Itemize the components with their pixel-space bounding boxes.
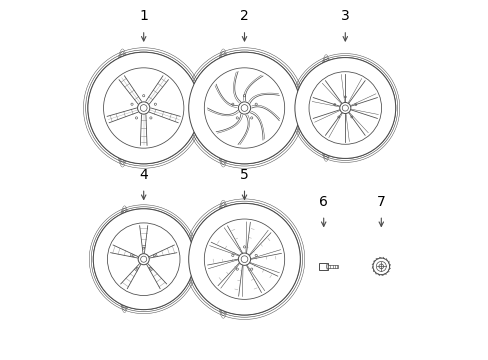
Text: 2: 2 bbox=[240, 9, 248, 23]
Circle shape bbox=[188, 203, 300, 315]
Circle shape bbox=[88, 52, 199, 164]
Text: 4: 4 bbox=[139, 168, 148, 182]
Text: 1: 1 bbox=[139, 9, 148, 23]
Circle shape bbox=[339, 103, 350, 113]
Circle shape bbox=[372, 258, 389, 275]
Circle shape bbox=[137, 102, 149, 114]
Bar bbox=[326, 265, 337, 267]
Circle shape bbox=[204, 219, 284, 300]
Text: 7: 7 bbox=[376, 195, 385, 209]
Circle shape bbox=[204, 68, 284, 148]
Circle shape bbox=[294, 58, 395, 158]
Circle shape bbox=[93, 209, 194, 310]
Circle shape bbox=[188, 52, 300, 164]
Ellipse shape bbox=[326, 264, 327, 269]
Circle shape bbox=[238, 253, 250, 265]
Circle shape bbox=[238, 102, 250, 114]
Circle shape bbox=[138, 254, 149, 265]
Text: 6: 6 bbox=[319, 195, 327, 209]
Text: 5: 5 bbox=[240, 168, 248, 182]
Circle shape bbox=[107, 223, 180, 296]
Circle shape bbox=[308, 72, 381, 144]
Bar bbox=[319, 263, 327, 270]
Text: 3: 3 bbox=[340, 9, 349, 23]
Circle shape bbox=[103, 68, 183, 148]
